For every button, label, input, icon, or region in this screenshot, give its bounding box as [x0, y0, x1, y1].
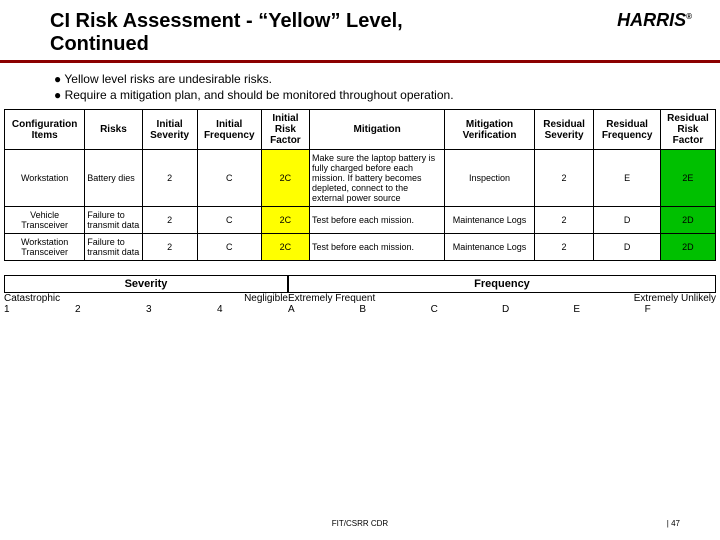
table-cell: Battery dies — [85, 150, 142, 207]
table-header-cell: Risks — [85, 110, 142, 150]
severity-title: Severity — [4, 275, 288, 293]
bullet-item: Require a mitigation plan, and should be… — [54, 87, 700, 103]
bullet-list: Yellow level risks are undesirable risks… — [0, 63, 720, 109]
table-cell: 2 — [534, 150, 594, 207]
table-cell: D — [594, 234, 661, 261]
severity-value: 2 — [75, 304, 146, 315]
footer: FIT/CSRR CDR | 47 — [0, 519, 720, 528]
table-cell: 2 — [534, 234, 594, 261]
severity-range-max: Negligible — [146, 293, 288, 304]
table-cell: 2E — [660, 150, 715, 207]
header: CI Risk Assessment - “Yellow” Level, Con… — [0, 0, 720, 60]
table-cell: C — [197, 207, 261, 234]
frequency-value: A — [288, 304, 359, 315]
logo-text: HARRIS — [617, 10, 686, 30]
frequency-value: D — [502, 304, 573, 315]
table-cell: 2 — [534, 207, 594, 234]
title-line-2: Continued — [50, 33, 149, 55]
table-cell: 2 — [142, 234, 197, 261]
risk-table: Configuration ItemsRisksInitial Severity… — [4, 109, 716, 261]
footer-center: FIT/CSRR CDR — [0, 519, 720, 528]
table-header-cell: Initial Frequency — [197, 110, 261, 150]
table-cell: 2C — [261, 234, 309, 261]
frequency-range-min: Extremely Frequent — [288, 293, 502, 304]
table-cell: E — [594, 150, 661, 207]
table-cell: 2C — [261, 150, 309, 207]
table-header-cell: Residual Frequency — [594, 110, 661, 150]
table-header-cell: Residual Risk Factor — [660, 110, 715, 150]
frequency-value: E — [573, 304, 644, 315]
scale-titles: Severity Frequency — [4, 275, 716, 293]
table-cell: Workstation — [5, 150, 85, 207]
table-header-cell: Mitigation — [310, 110, 445, 150]
table-cell: Inspection — [445, 150, 534, 207]
table-row: Vehicle TransceiverFailure to transmit d… — [5, 207, 716, 234]
table-body: WorkstationBattery dies2C2CMake sure the… — [5, 150, 716, 261]
table-cell: C — [197, 150, 261, 207]
table-cell: Failure to transmit data — [85, 234, 142, 261]
frequency-title: Frequency — [288, 275, 716, 293]
table-cell: Workstation Transceiver — [5, 234, 85, 261]
frequency-value: F — [645, 304, 716, 315]
table-header-cell: Initial Risk Factor — [261, 110, 309, 150]
table-header-row: Configuration ItemsRisksInitial Severity… — [5, 110, 716, 150]
title-line-1: CI Risk Assessment - “Yellow” Level, — [50, 10, 403, 32]
scale-values: 1234 ABCDEF — [4, 304, 716, 315]
table-cell: Failure to transmit data — [85, 207, 142, 234]
table-cell: Vehicle Transceiver — [5, 207, 85, 234]
table-cell: 2 — [142, 150, 197, 207]
severity-value: 4 — [217, 304, 288, 315]
frequency-range-max: Extremely Unlikely — [502, 293, 716, 304]
severity-value: 1 — [4, 304, 75, 315]
table-row: WorkstationBattery dies2C2CMake sure the… — [5, 150, 716, 207]
table-header-cell: Mitigation Verification — [445, 110, 534, 150]
table-cell: D — [594, 207, 661, 234]
table-cell: 2D — [660, 207, 715, 234]
table-cell: 2D — [660, 234, 715, 261]
table-cell: Test before each mission. — [310, 234, 445, 261]
severity-range-min: Catastrophic — [4, 293, 146, 304]
scales: Severity Frequency Catastrophic Negligib… — [4, 275, 716, 315]
page-title: CI Risk Assessment - “Yellow” Level, Con… — [50, 10, 403, 56]
table-cell: C — [197, 234, 261, 261]
table-cell: Maintenance Logs — [445, 207, 534, 234]
severity-value: 3 — [146, 304, 217, 315]
table-cell: Test before each mission. — [310, 207, 445, 234]
harris-logo: HARRIS® — [617, 10, 700, 31]
frequency-value: B — [359, 304, 430, 315]
table-header-cell: Initial Severity — [142, 110, 197, 150]
table-cell: Maintenance Logs — [445, 234, 534, 261]
table-cell: Make sure the laptop battery is fully ch… — [310, 150, 445, 207]
table-header-cell: Configuration Items — [5, 110, 85, 150]
table-row: Workstation TransceiverFailure to transm… — [5, 234, 716, 261]
bullet-item: Yellow level risks are undesirable risks… — [54, 71, 700, 87]
scale-range-labels: Catastrophic Negligible Extremely Freque… — [4, 293, 716, 304]
frequency-value: C — [431, 304, 502, 315]
table-cell: 2 — [142, 207, 197, 234]
table-header-cell: Residual Severity — [534, 110, 594, 150]
table-cell: 2C — [261, 207, 309, 234]
